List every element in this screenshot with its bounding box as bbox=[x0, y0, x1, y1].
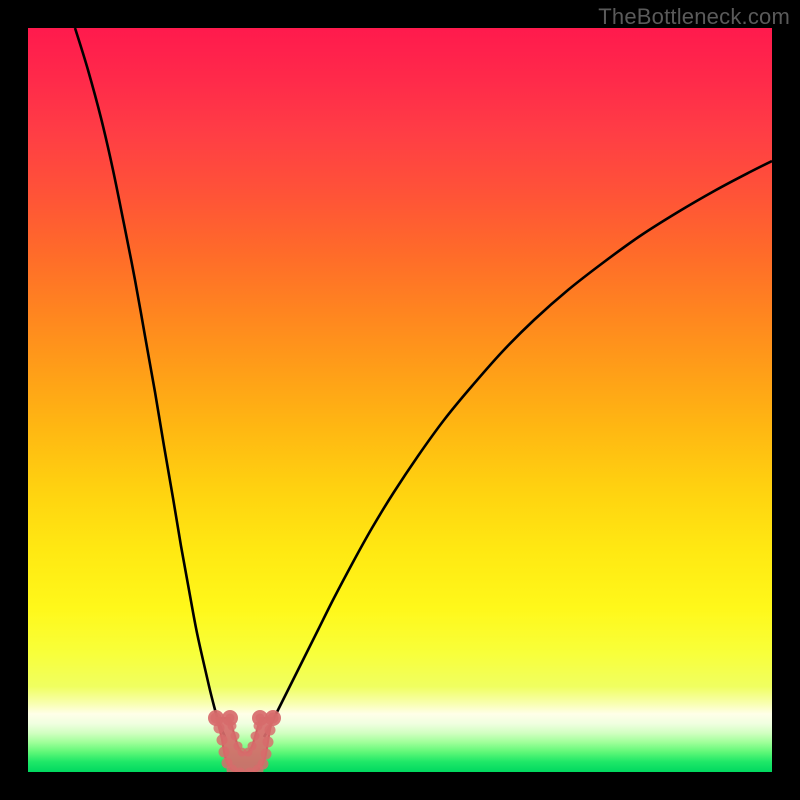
watermark-label: TheBottleneck.com bbox=[598, 4, 790, 30]
bottleneck-chart bbox=[0, 0, 800, 800]
gradient-background bbox=[28, 28, 772, 772]
plot-area bbox=[28, 28, 772, 779]
figure-root: TheBottleneck.com bbox=[0, 0, 800, 800]
